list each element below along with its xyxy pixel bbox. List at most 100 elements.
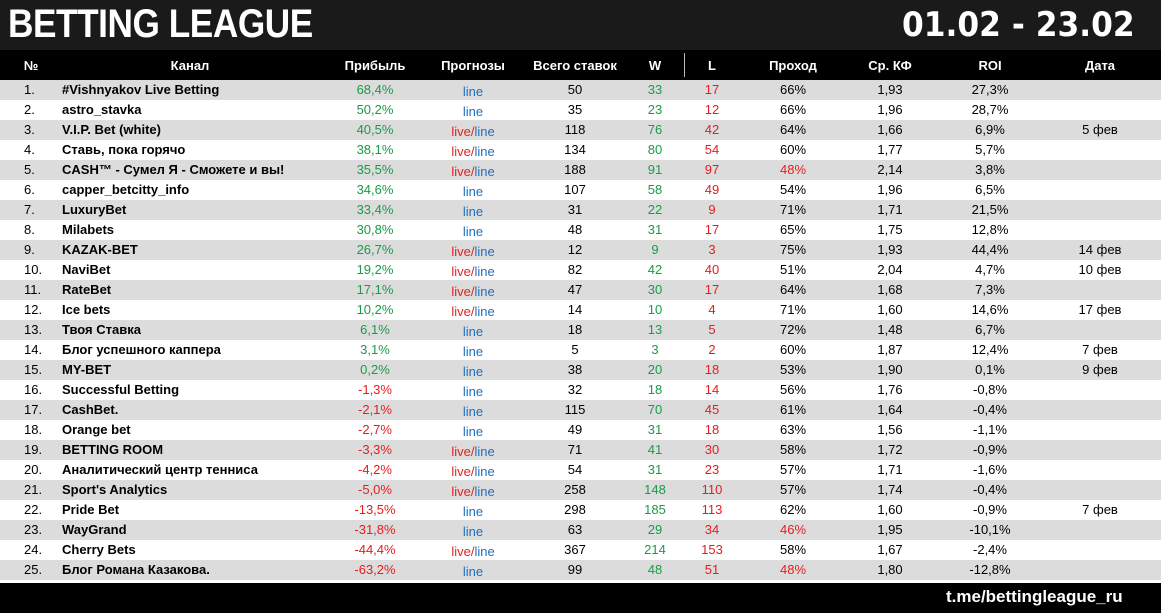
cell-roi: 44,4%	[971, 242, 1009, 257]
cell-pass: 62%	[779, 502, 807, 517]
cell-roi: -12,8%	[969, 562, 1011, 577]
table-row: 7. LuxuryBet 33,4% line 31 22 9 71% 1,71 21,5%	[0, 200, 1161, 220]
cell-l: 2	[708, 342, 716, 357]
forecast-type: line	[428, 524, 518, 539]
cell-kf: 1,93	[877, 82, 903, 97]
table-header: № Канал Прибыль Прогнозы Всего ставок W …	[0, 50, 1161, 80]
cell-total: 49	[567, 422, 583, 437]
table-row: 25. Блог Романа Казакова. -63,2% line 99 48 51…	[0, 560, 1161, 580]
cell-roi: -0,8%	[973, 382, 1007, 397]
cell-name: CashBet.	[62, 402, 119, 417]
cell-l: 14	[704, 382, 720, 397]
forecast-type: live/line	[428, 544, 518, 559]
cell-profit: 17,1%	[356, 282, 394, 297]
cell-kf: 1,48	[877, 322, 903, 337]
table-row: 11. RateBet 17,1% live/line 47 30 17 64% 1,68 7,3…	[0, 280, 1161, 300]
cell-l: 17	[704, 282, 720, 297]
cell-total: 118	[564, 122, 586, 137]
cell-profit: 3,1%	[360, 342, 390, 357]
cell-kf: 1,87	[877, 342, 903, 357]
cell-kf: 2,14	[877, 162, 903, 177]
cell-w: 80	[647, 142, 663, 157]
cell-name: Successful Betting	[62, 382, 180, 397]
cell-name: Pride Bet	[62, 502, 120, 517]
cell-date: 9 фев	[1082, 362, 1118, 377]
cell-pass: 53%	[779, 362, 807, 377]
cell-w: 70	[647, 402, 663, 417]
table-row: 12. Ice bets 10,2% live/line 14 10 4 71% 1,60 14,…	[0, 300, 1161, 320]
cell-w: 18	[647, 382, 663, 397]
cell-name: LuxuryBet	[62, 202, 127, 217]
cell-name: MY-BET	[62, 362, 112, 377]
cell-name: RateBet	[62, 282, 112, 297]
cell-l: 153	[701, 542, 723, 557]
cell-l: 17	[704, 82, 720, 97]
cell-pass: 56%	[779, 382, 807, 397]
cell-w: 22	[647, 202, 663, 217]
page-title: BETTING LEAGUE	[8, 2, 313, 46]
cell-total: 12	[567, 242, 583, 257]
cell-name: Sport's Analytics	[62, 482, 168, 497]
line-label: line	[462, 504, 484, 519]
table-row: 13. Твоя Ставка 6,1% line 18 13 5 72% 1,48 6,7%	[0, 320, 1161, 340]
forecast-type: line	[428, 224, 518, 239]
table-row: 22. Pride Bet -13,5% line 298 185 113 62% 1,60 -0…	[0, 500, 1161, 520]
cell-w: 23	[647, 102, 663, 117]
header-divider	[684, 53, 685, 77]
cell-kf: 1,67	[877, 542, 903, 557]
cell-kf: 1,56	[877, 422, 903, 437]
col-forecasts: Прогнозы	[441, 58, 505, 73]
cell-num: 20.	[24, 462, 43, 477]
line-label: line	[462, 204, 484, 219]
cell-roi: 6,5%	[975, 182, 1005, 197]
cell-w: 31	[647, 222, 663, 237]
live-label: live/	[451, 464, 475, 479]
cell-name: BETTING ROOM	[62, 442, 164, 457]
cell-pass: 57%	[779, 482, 807, 497]
line-label: line	[474, 164, 495, 179]
col-avg-kf: Ср. КФ	[868, 58, 912, 73]
forecast-type: line	[428, 364, 518, 379]
cell-kf: 2,04	[877, 262, 903, 277]
cell-l: 4	[708, 302, 716, 317]
cell-roi: -0,4%	[973, 402, 1007, 417]
cell-date: 7 фев	[1082, 342, 1118, 357]
cell-roi: 28,7%	[971, 102, 1009, 117]
cell-num: 13.	[24, 322, 43, 337]
cell-name: CASH™ - Сумел Я - Сможете и вы!	[62, 162, 285, 177]
cell-profit: -2,7%	[358, 422, 392, 437]
cell-num: 22.	[24, 502, 43, 517]
cell-num: 15.	[24, 362, 43, 377]
cell-roi: 4,7%	[975, 262, 1005, 277]
cell-kf: 1,77	[877, 142, 903, 157]
forecast-type: live/line	[428, 244, 518, 259]
cell-kf: 1,90	[877, 362, 903, 377]
cell-roi: 12,4%	[971, 342, 1009, 357]
forecast-type: line	[428, 184, 518, 199]
cell-l: 110	[701, 482, 723, 497]
cell-w: 29	[647, 522, 663, 537]
cell-roi: -1,1%	[973, 422, 1007, 437]
table-row: 8. Milabets 30,8% line 48 31 17 65% 1,75 12,8%	[0, 220, 1161, 240]
cell-l: 9	[708, 202, 716, 217]
cell-num: 9.	[24, 242, 35, 257]
cell-kf: 1,75	[877, 222, 903, 237]
cell-total: 38	[567, 362, 583, 377]
cell-pass: 51%	[779, 262, 807, 277]
line-label: line	[462, 324, 484, 339]
line-label: line	[462, 424, 484, 439]
cell-pass: 64%	[779, 122, 807, 137]
table-row: 6. capper_betcitty_info 34,6% line 107 58 49 54…	[0, 180, 1161, 200]
cell-kf: 1,64	[877, 402, 903, 417]
table-row: 17. CashBet. -2,1% line 115 70 45 61% 1,64 -0,4%	[0, 400, 1161, 420]
telegram-link[interactable]: t.me/bettingleague_ru	[946, 587, 1123, 606]
table-row: 5. CASH™ - Сумел Я - Сможете и вы! 35,5% li…	[0, 160, 1161, 180]
forecast-type: live/line	[428, 144, 518, 159]
cell-profit: 34,6%	[356, 182, 394, 197]
line-label: line	[462, 524, 484, 539]
cell-total: 47	[567, 282, 583, 297]
line-label: line	[474, 544, 495, 559]
cell-pass: 71%	[779, 302, 807, 317]
cell-profit: 33,4%	[356, 202, 394, 217]
col-w: W	[648, 58, 662, 73]
